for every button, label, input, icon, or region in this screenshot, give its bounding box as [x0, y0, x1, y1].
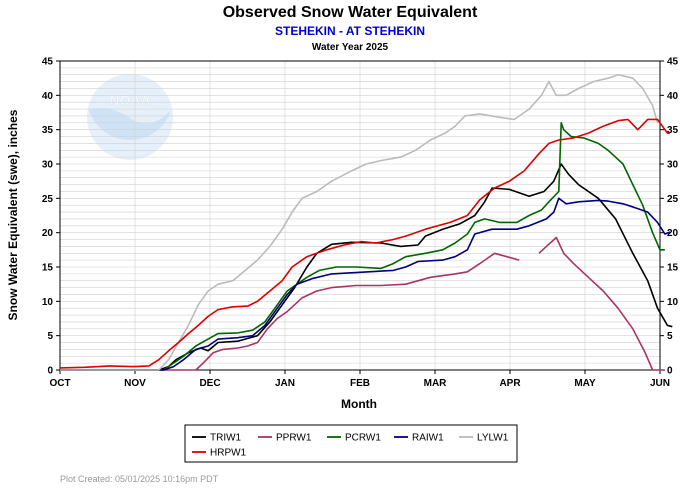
- y-tick-label-right: 30: [667, 160, 679, 171]
- series-line-hrpw1: [59, 118, 670, 369]
- y-tick-label-left: 40: [42, 91, 54, 102]
- y-axis-label: Snow Water Equivalent (swe), inches: [6, 109, 20, 320]
- y-tick-label-right: 5: [667, 331, 673, 342]
- series-line-raiw1: [60, 197, 671, 371]
- x-tick-label: JUN: [650, 378, 670, 389]
- x-axis-label: Month: [341, 397, 377, 411]
- x-tick-label: MAY: [574, 378, 596, 389]
- y-tick-label-left: 35: [42, 125, 54, 136]
- y-tick-label-right: 40: [667, 91, 679, 102]
- x-tick-label: JAN: [275, 378, 295, 389]
- y-tick-label-left: 45: [42, 57, 54, 68]
- y-tick-label-left: 0: [47, 366, 53, 377]
- x-tick-label: MAR: [424, 378, 448, 389]
- legend-label-pcrw1: PCRW1: [345, 433, 381, 444]
- y-tick-label-left: 20: [42, 228, 54, 239]
- x-tick-label: NOV: [124, 378, 146, 389]
- y-tick-label-right: 20: [667, 228, 679, 239]
- y-tick-label-left: 30: [42, 160, 54, 171]
- y-tick-label-left: 15: [42, 263, 54, 274]
- chart-subtitle: STEHEKIN - AT STEHEKIN: [275, 24, 425, 38]
- y-tick-label-left: 25: [42, 194, 54, 205]
- y-tick-label-right: 10: [667, 297, 679, 308]
- x-tick-label: OCT: [49, 378, 70, 389]
- noaa-logo-watermark: NOAA: [87, 74, 173, 160]
- chart-title: Observed Snow Water Equivalent: [223, 4, 478, 21]
- y-tick-label-right: 45: [667, 57, 679, 68]
- y-tick-label-right: 25: [667, 194, 679, 205]
- series-line-triw1: [60, 163, 673, 371]
- series-line-pcrw1: [60, 122, 665, 371]
- legend-label-lylw1: LYLW1: [477, 433, 509, 444]
- x-tick-label: FEB: [350, 378, 370, 389]
- series-lines: [59, 73, 673, 371]
- legend-label-raiw1: RAIW1: [412, 433, 444, 444]
- watermark-text: NOAA: [109, 92, 150, 108]
- y-tick-label-right: 15: [667, 263, 679, 274]
- series-line-lylw1: [60, 73, 659, 371]
- plot-created-footer: Plot Created: 05/01/2025 10:16pm PDT: [60, 474, 219, 484]
- chart-subtitle-year: Water Year 2025: [312, 42, 389, 53]
- series-line-pprw1: [60, 236, 665, 371]
- y-tick-label-right: 35: [667, 125, 679, 136]
- y-tick-label-right: 0: [667, 366, 673, 377]
- legend-label-hrpw1: HRPW1: [210, 448, 247, 459]
- legend-label-pprw1: PPRW1: [276, 433, 312, 444]
- legend-box: [184, 424, 518, 463]
- legend: TRIW1 PPRW1 PCRW1 RAIW1 LYLW1 HRPW1: [192, 433, 509, 459]
- x-tick-label: DEC: [199, 378, 220, 389]
- y-tick-label-left: 10: [42, 297, 54, 308]
- y-tick-label-left: 5: [47, 331, 53, 342]
- grid: [60, 61, 660, 370]
- legend-label-triw1: TRIW1: [210, 433, 242, 444]
- x-tick-label: APR: [499, 378, 521, 389]
